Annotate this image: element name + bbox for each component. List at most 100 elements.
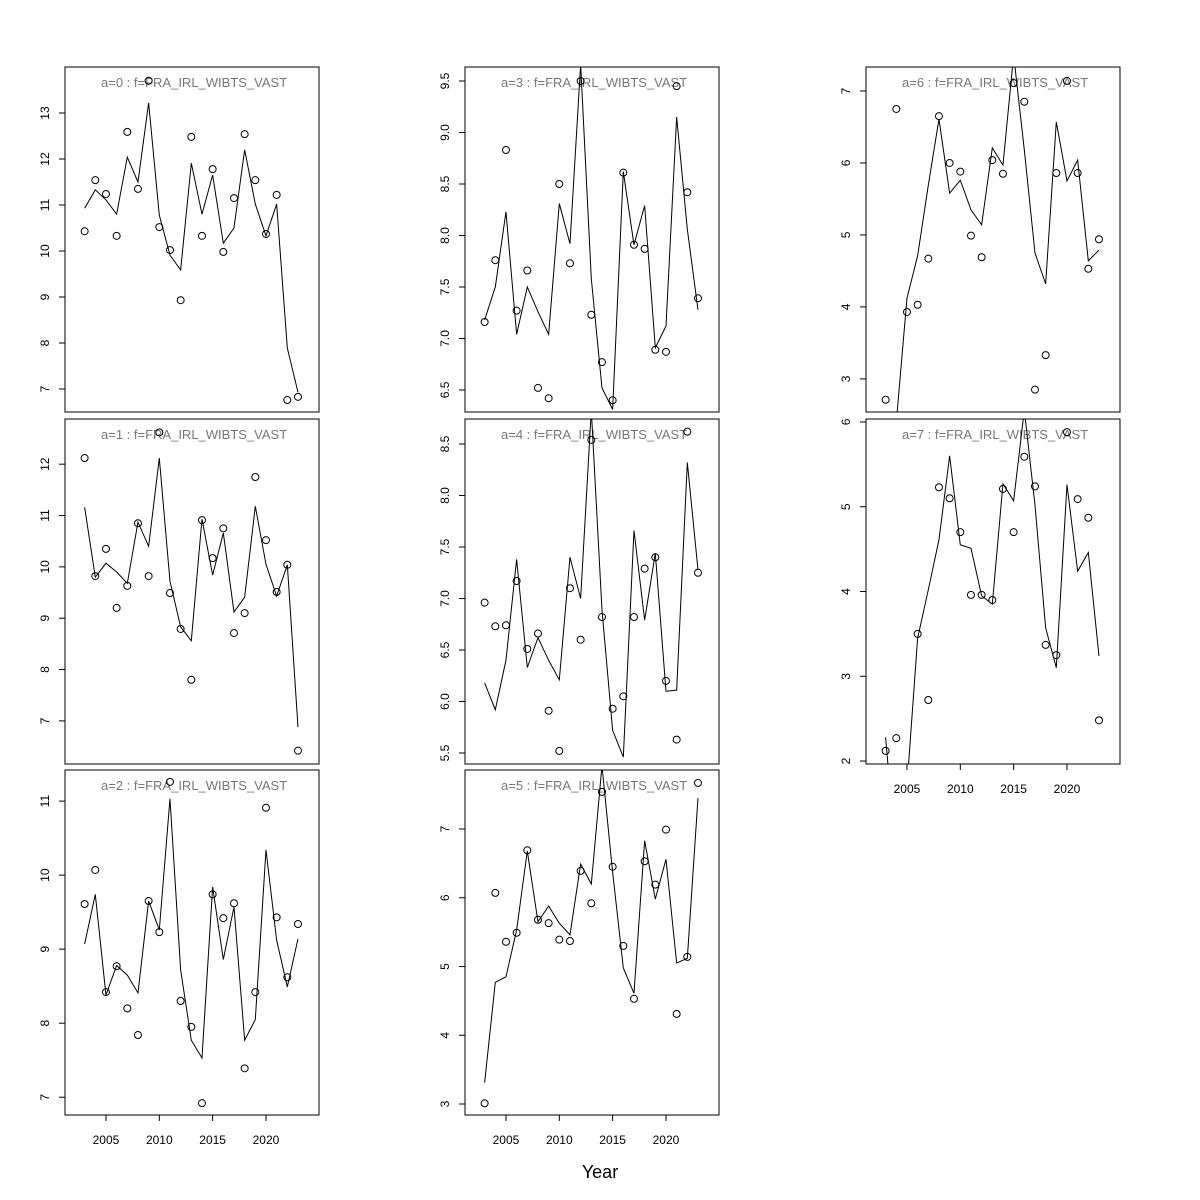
- data-point: [512, 576, 521, 585]
- y-tick-label: 10: [38, 244, 52, 258]
- data-point: [219, 914, 228, 923]
- data-point: [101, 988, 110, 997]
- y-tick-label: 7: [38, 1094, 52, 1101]
- y-tick-label: 4: [839, 303, 853, 310]
- data-point: [523, 266, 532, 275]
- data-point: [629, 613, 638, 622]
- data-point: [956, 167, 965, 176]
- data-point: [261, 803, 270, 812]
- plot-area: [480, 67, 702, 410]
- data-point: [491, 888, 500, 897]
- data-point: [293, 392, 302, 401]
- plot-area: [480, 419, 702, 758]
- y-tick-label: 7.5: [438, 278, 452, 295]
- panel: a=6 : f=FRA_IRL_WIBTS_VAST 3 4 5 6 7: [839, 66, 1121, 413]
- data-point: [229, 629, 238, 638]
- plot-frame: [464, 769, 720, 1116]
- data-point: [187, 132, 196, 141]
- data-point: [672, 735, 681, 744]
- data-point: [693, 568, 702, 577]
- data-point: [240, 130, 249, 139]
- data-point: [176, 296, 185, 305]
- fitted-line: [484, 67, 699, 410]
- data-point: [251, 988, 260, 997]
- data-point: [661, 347, 670, 356]
- data-point: [934, 483, 943, 492]
- data-point: [240, 1064, 249, 1073]
- x-tick-label: 2015: [1000, 782, 1027, 796]
- y-tick-label: 5: [839, 503, 853, 510]
- y-tick-label: 5.5: [438, 744, 452, 761]
- y-tick-label: 9.0: [438, 124, 452, 141]
- data-point: [629, 240, 638, 249]
- data-point: [881, 746, 890, 755]
- plot-area: [881, 67, 1103, 412]
- data-point: [176, 996, 185, 1005]
- data-point: [555, 746, 564, 755]
- data-point: [491, 622, 500, 631]
- data-point: [945, 158, 954, 167]
- data-point: [661, 825, 670, 834]
- data-point: [1030, 385, 1039, 394]
- x-tick-label: 2010: [146, 1133, 173, 1147]
- y-tick-label: 7: [38, 717, 52, 724]
- y-tick-label: 11: [38, 198, 52, 211]
- y-tick-label: 7.0: [438, 330, 452, 347]
- y-tick-label: 7.0: [438, 590, 452, 607]
- data-point: [197, 231, 206, 240]
- data-point: [187, 1022, 196, 1031]
- data-point: [998, 169, 1007, 178]
- data-point: [565, 937, 574, 946]
- data-point: [903, 774, 910, 781]
- data-point: [480, 598, 489, 607]
- data-point: [240, 609, 249, 618]
- data-point: [91, 176, 100, 185]
- data-point: [112, 962, 121, 971]
- data-point: [533, 915, 542, 924]
- data-point: [91, 865, 100, 874]
- data-point: [1009, 528, 1018, 537]
- y-tick-label: 9: [38, 293, 52, 300]
- x-tick-label: 2015: [599, 1133, 626, 1147]
- data-point: [112, 231, 121, 240]
- plot-frame: [64, 66, 320, 413]
- data-point: [208, 165, 217, 174]
- y-tick-label: 6: [839, 159, 853, 166]
- data-point: [565, 259, 574, 268]
- panel: a=5 : f=FRA_IRL_WIBTS_VAST 3 4 5 6 7 2005 2010 2…: [438, 769, 720, 1147]
- data-point: [587, 899, 596, 908]
- plot-area: [80, 777, 302, 1108]
- data-point: [640, 857, 649, 866]
- data-point: [555, 935, 564, 944]
- data-point: [251, 473, 260, 482]
- panel: a=3 : f=FRA_IRL_WIBTS_VAST 6.5 7.0 7.5 8.0 8.…: [438, 66, 720, 413]
- data-point: [661, 676, 670, 685]
- y-tick-label: 5: [438, 963, 452, 970]
- data-point: [80, 454, 89, 463]
- data-point: [902, 307, 911, 316]
- data-point: [1084, 513, 1093, 522]
- data-point: [672, 82, 681, 91]
- y-tick-label: 8: [38, 1020, 52, 1027]
- data-point: [251, 176, 260, 185]
- panel-title: a=4 : f=FRA_IRL_WIBTS_VAST: [501, 427, 687, 442]
- data-point: [491, 256, 500, 265]
- y-tick-label: 13: [38, 106, 52, 120]
- data-point: [533, 629, 542, 638]
- y-tick-label: 4: [839, 588, 853, 595]
- data-point: [501, 937, 510, 946]
- x-axis-label: Year: [582, 1162, 618, 1182]
- y-tick-label: 7: [839, 87, 853, 94]
- data-point: [683, 427, 692, 436]
- x-tick-label: 2005: [493, 1133, 520, 1147]
- y-tick-label: 12: [38, 152, 52, 166]
- panel: a=0 : f=FRA_IRL_WIBTS_VAST 7 8 9 10 11 12 13: [38, 66, 320, 413]
- y-tick-label: 3: [839, 673, 853, 680]
- y-tick-label: 6.5: [438, 641, 452, 658]
- plot-area: [881, 419, 1103, 781]
- data-point: [544, 706, 553, 715]
- y-tick-label: 6: [839, 418, 853, 425]
- fitted-line: [896, 67, 1100, 412]
- panel-title: a=3 : f=FRA_IRL_WIBTS_VAST: [501, 75, 687, 90]
- data-point: [501, 621, 510, 630]
